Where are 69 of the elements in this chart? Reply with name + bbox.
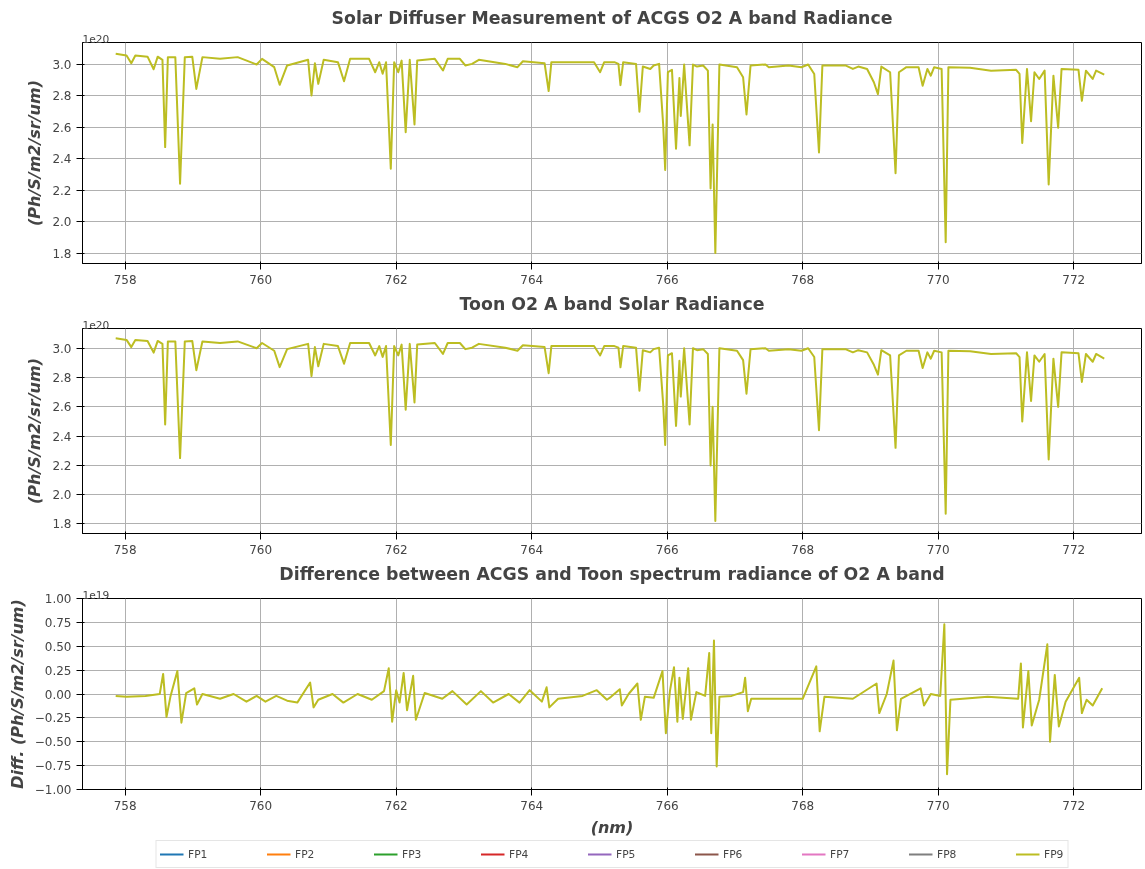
x-tick-label: 764	[520, 542, 544, 557]
annotation: 1e20	[82, 32, 110, 46]
x-tick-label: 760	[249, 542, 273, 557]
line-series	[114, 623, 1104, 776]
legend-label: FP9	[1044, 847, 1064, 861]
y-tick-label: 0.25	[44, 663, 72, 678]
y-tick-label: 2.2	[52, 458, 72, 473]
x-tick-label: 758	[113, 542, 137, 557]
chart-title: Toon O2 A band Solar Radiance	[459, 293, 765, 314]
y-tick-label: 0.00	[44, 687, 72, 702]
x-tick-label: 772	[1062, 798, 1086, 813]
line-series	[114, 337, 1106, 523]
x-tick-label: 766	[655, 542, 679, 557]
y-tick-label: 3.0	[52, 341, 72, 356]
x-tick-label: 768	[791, 272, 815, 287]
y-tick-label: 2.4	[52, 429, 72, 444]
x-tick-label: 766	[655, 798, 679, 813]
y-tick-label: 2.8	[52, 89, 72, 104]
legend-label: FP2	[295, 847, 315, 861]
x-tick-label: 760	[249, 798, 273, 813]
y-tick-label: 2.2	[52, 183, 72, 198]
chart-title: Difference between ACGS and Toon spectrum radiance of O2 A band	[279, 563, 945, 584]
legend-label: FP4	[509, 847, 529, 861]
x-tick-label: 758	[113, 272, 137, 287]
x-tick-label: 770	[926, 798, 950, 813]
legend-label: FP1	[188, 847, 208, 861]
x-tick-label: 760	[249, 272, 273, 287]
x-tick-label: 762	[384, 272, 408, 287]
y-tick-label: −0.25	[34, 711, 72, 726]
y-tick-label: 2.6	[52, 120, 72, 135]
annotation: 1e20	[82, 318, 110, 332]
y-tick-label: 3.0	[52, 58, 72, 73]
legend-label: FP7	[830, 847, 850, 861]
y-tick-label: −0.75	[34, 759, 72, 774]
y-tick-label: 2.0	[52, 215, 72, 230]
y-tick-label: 2.8	[52, 371, 72, 386]
legend-label: FP5	[616, 847, 636, 861]
y-tick-label: 1.00	[44, 592, 72, 606]
x-tick-label: 764	[520, 272, 544, 287]
x-tick-label: 758	[113, 798, 137, 813]
x-tick-label: 770	[926, 272, 950, 287]
x-tick-label: 770	[926, 542, 950, 557]
legend-label: FP8	[937, 847, 957, 861]
legend-label: FP3	[402, 847, 422, 861]
y-tick-label: 2.6	[52, 400, 72, 415]
x-tick-label: 766	[655, 272, 679, 287]
x-axis-title: (nm)	[590, 817, 634, 837]
x-tick-label: 764	[520, 798, 544, 813]
x-tick-label: 772	[1062, 272, 1086, 287]
line-series	[114, 52, 1106, 254]
x-tick-label: 772	[1062, 542, 1086, 557]
chart-title: Solar Diffuser Measurement of ACGS O2 A band Radiance	[331, 7, 893, 28]
y-tick-label: 1.8	[52, 517, 72, 532]
y-tick-label: 0.50	[44, 639, 72, 654]
x-tick-label: 762	[384, 798, 408, 813]
legend-label: FP6	[723, 847, 743, 861]
y-axis-title: (Ph/S/m2/sr/um)	[25, 80, 45, 226]
y-axis-title: Diff. (Ph/S/m2/sr/um)	[7, 599, 27, 789]
annotation: 1e19	[82, 588, 110, 602]
y-tick-label: 2.0	[52, 488, 72, 503]
y-axis-title: (Ph/S/m2/sr/um)	[25, 358, 45, 504]
y-tick-label: −1.00	[34, 783, 72, 797]
x-tick-label: 762	[384, 542, 408, 557]
y-tick-label: 0.75	[44, 615, 72, 630]
y-tick-label: −0.50	[34, 735, 72, 750]
x-tick-label: 768	[791, 798, 815, 813]
y-tick-label: 2.4	[52, 152, 72, 167]
x-tick-label: 768	[791, 542, 815, 557]
y-tick-label: 1.8	[52, 246, 72, 261]
